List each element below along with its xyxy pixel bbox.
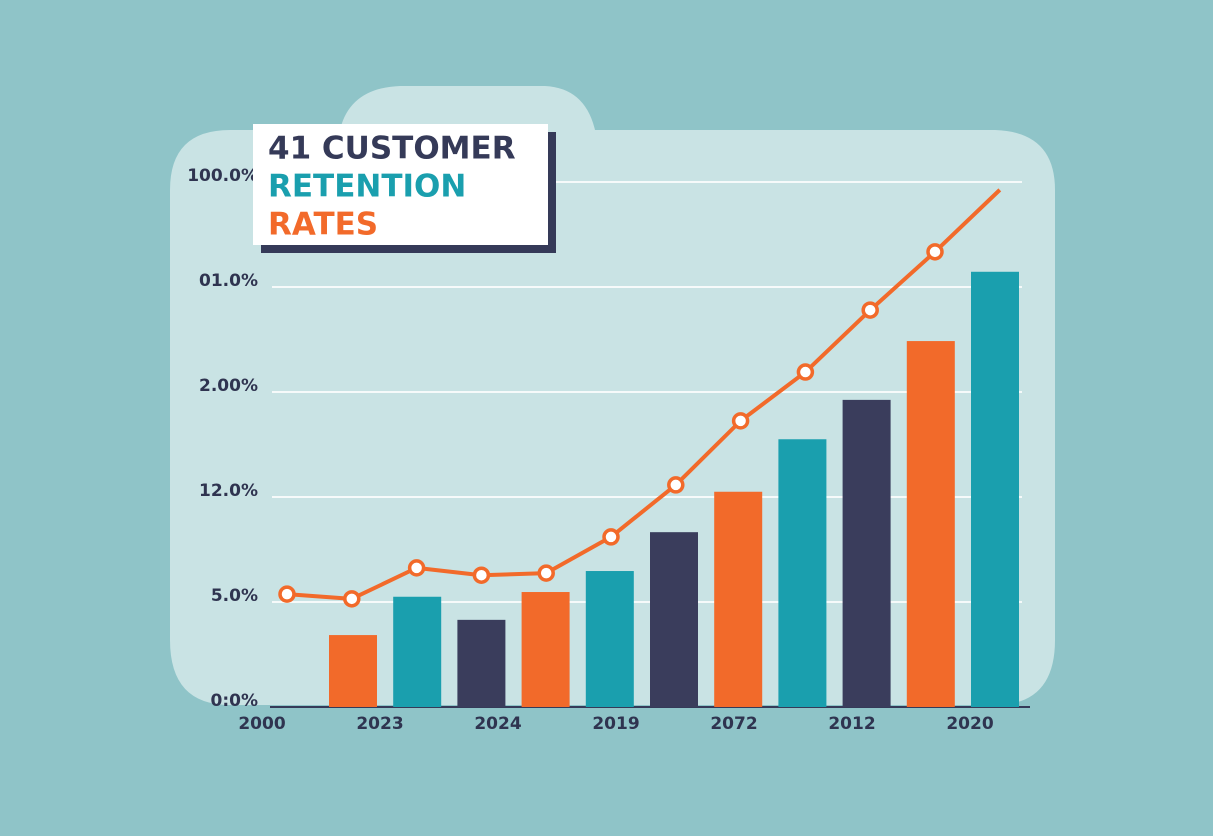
- x-tick-label: 2000: [238, 714, 285, 734]
- bar: [714, 491, 763, 707]
- y-tick-label: 100.0%: [187, 166, 258, 186]
- line-marker: [407, 559, 426, 577]
- line: [286, 188, 1002, 601]
- bar: [585, 571, 634, 707]
- line-marker: [861, 301, 879, 319]
- line-marker: [472, 566, 491, 584]
- bar: [906, 341, 955, 707]
- grid: 0:0% 5.0% 12.0% 2.00% 01.0% 100.0%: [187, 166, 1030, 711]
- title-line: 41 CUSTOMER: [268, 131, 516, 167]
- bar: [521, 592, 570, 707]
- y-tick-label: 0:0%: [211, 691, 259, 711]
- bar: [650, 532, 698, 707]
- line-marker: [731, 412, 750, 430]
- line-marker: [537, 564, 555, 582]
- line-marker: [667, 476, 685, 494]
- x-tick-label: 2024: [474, 714, 521, 734]
- title-line: RETENTION: [268, 169, 466, 205]
- title-line: RATES: [268, 207, 378, 243]
- x-tick-label: 2012: [828, 714, 875, 734]
- plot: 2000 2023 2024 2019 2072 2012 2020: [238, 188, 1019, 734]
- line-marker: [602, 528, 620, 546]
- y-tick-label: 12.0%: [199, 481, 258, 501]
- bar: [457, 619, 506, 707]
- bar: [842, 399, 891, 707]
- line-marker: [278, 585, 296, 603]
- x-tick-label: 2020: [946, 714, 993, 734]
- x-tick-label: 2019: [592, 714, 639, 734]
- bar: [393, 596, 442, 707]
- title-box: [253, 124, 548, 245]
- y-tick-label: 5.0%: [211, 586, 258, 606]
- x-tick-label: 2072: [710, 714, 757, 734]
- line-marker: [343, 590, 361, 608]
- line-marker: [796, 363, 815, 381]
- bar: [778, 439, 827, 707]
- y-tick-label: 2.00%: [199, 376, 258, 396]
- line-marker: [926, 243, 944, 261]
- bar: [971, 271, 1019, 707]
- bar: [329, 635, 377, 707]
- y-tick-label: 01.0%: [199, 271, 258, 291]
- x-tick-label: 2023: [356, 714, 403, 734]
